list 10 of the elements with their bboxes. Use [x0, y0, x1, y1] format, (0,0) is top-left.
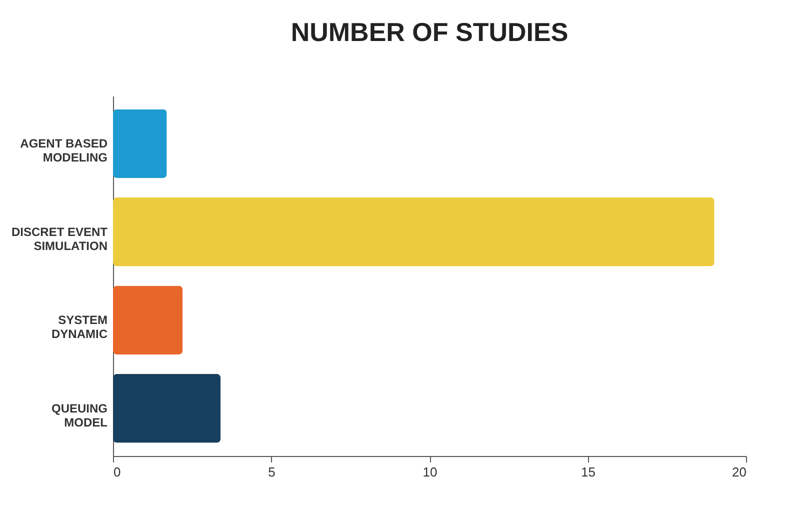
y-tick-label: DISCRET EVENT SIMULATION: [11, 224, 108, 253]
x-tick-label: 10: [422, 464, 438, 480]
y-tick-label: SYSTEM DYNAMIC: [52, 313, 108, 342]
x-tick-label: 20: [732, 464, 746, 480]
y-tick-label: QUEUING MODEL: [51, 401, 108, 430]
x-tick-label: 0: [114, 464, 121, 480]
x-tick-label: 5: [268, 464, 276, 480]
y-tick-label: AGENT BASED MODELING: [20, 136, 108, 165]
x-tick-label: 15: [581, 464, 596, 480]
chart-title: NUMBER OF STUDIES: [290, 17, 568, 47]
